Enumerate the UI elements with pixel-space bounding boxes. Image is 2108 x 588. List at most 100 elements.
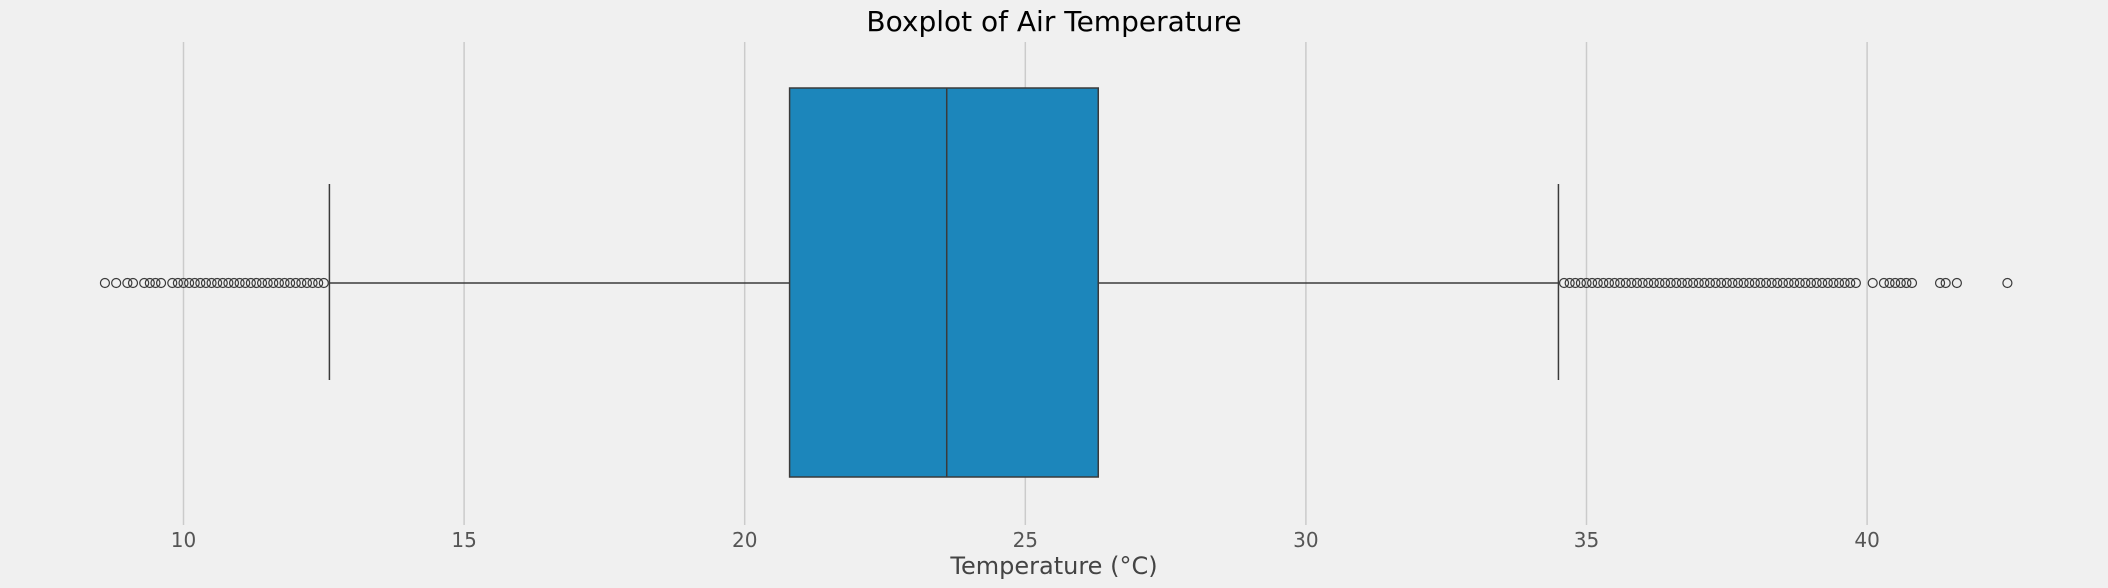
outlier-point	[1884, 277, 1895, 289]
x-tick-label: 20	[732, 528, 757, 552]
outlier-point	[1558, 277, 1570, 289]
outlier-point	[144, 277, 155, 289]
outlier-point	[200, 277, 212, 289]
outlier-point	[1570, 277, 1581, 289]
x-tick-label: 30	[1293, 528, 1318, 552]
outlier-point	[1878, 277, 1890, 289]
outlier-point	[1603, 277, 1615, 289]
outlier-point	[1620, 277, 1631, 289]
boxplot-series	[99, 87, 2013, 478]
outlier-point	[240, 277, 251, 289]
outlier-point	[1598, 277, 1609, 289]
outlier-point	[1822, 277, 1833, 289]
outlier-point	[301, 277, 313, 289]
outlier-point	[268, 277, 279, 289]
outlier-point	[1732, 277, 1744, 289]
outlier-point	[1934, 277, 1946, 289]
chart-title: Boxplot of Air Temperature	[866, 5, 1241, 38]
outlier-point	[1867, 277, 1878, 289]
outlier-point	[122, 277, 133, 289]
outlier-point	[1906, 277, 1918, 289]
outlier-point	[228, 277, 240, 289]
outlier-point	[1587, 277, 1598, 289]
outlier-point	[1676, 277, 1688, 289]
outlier-point	[1850, 277, 1861, 289]
outlier-point	[1890, 277, 1901, 289]
outlier-point	[307, 277, 318, 289]
outlier-point	[167, 277, 178, 289]
iqr-box	[788, 87, 1100, 478]
outlier-point	[172, 277, 183, 289]
outlier-point	[212, 277, 223, 289]
outlier-point	[245, 277, 256, 289]
outlier-point	[1665, 277, 1676, 289]
outlier-point	[1800, 277, 1811, 289]
outlier-point	[1817, 277, 1828, 289]
outlier-point	[1699, 277, 1710, 289]
outlier-point	[99, 277, 111, 289]
outlier-point	[1738, 277, 1749, 289]
outlier-point	[139, 277, 150, 289]
outlier-point	[1671, 277, 1682, 289]
outlier-point	[1760, 277, 1772, 289]
outlier-point	[256, 277, 268, 289]
outlier-point	[127, 277, 139, 289]
x-tick-label: 35	[1574, 528, 1599, 552]
outlier-point	[313, 277, 324, 289]
outlier-point	[1940, 277, 1951, 289]
outlier-point	[1609, 277, 1620, 289]
outlier-point	[1805, 277, 1817, 289]
outlier-point	[1648, 277, 1659, 289]
outlier-point	[155, 277, 167, 289]
outlier-point	[285, 277, 296, 289]
outlier-point	[290, 277, 301, 289]
outlier-point	[1772, 277, 1783, 289]
outlier-point	[1811, 277, 1822, 289]
outlier-point	[1744, 277, 1755, 289]
outlier-point	[1766, 277, 1777, 289]
outlier-point	[1716, 277, 1727, 289]
x-axis-label: Temperature (°C)	[949, 552, 1157, 580]
outlier-point	[184, 277, 195, 289]
outlier-point	[273, 277, 285, 289]
outlier-point	[2002, 277, 2013, 289]
outlier-point	[1845, 277, 1856, 289]
outlier-point	[111, 277, 122, 289]
outlier-point	[1575, 277, 1586, 289]
outlier-point	[1710, 277, 1721, 289]
x-tick-label: 40	[1854, 528, 1879, 552]
x-tick-label: 15	[451, 528, 476, 552]
outlier-point	[1631, 277, 1643, 289]
outlier-point	[1654, 277, 1665, 289]
outlier-point	[1643, 277, 1654, 289]
outlier-point	[296, 277, 307, 289]
outlier-point	[195, 277, 206, 289]
outlier-point	[189, 277, 200, 289]
outlier-point	[223, 277, 234, 289]
outlier-point	[251, 277, 262, 289]
outlier-point	[1564, 277, 1575, 289]
outlier-point	[1901, 277, 1912, 289]
outlier-point	[1833, 277, 1845, 289]
outlier-point	[1721, 277, 1732, 289]
outlier-point	[1682, 277, 1693, 289]
outlier-point	[1777, 277, 1789, 289]
outlier-point	[1581, 277, 1592, 289]
outlier-point	[1659, 277, 1671, 289]
outlier-point	[1828, 277, 1839, 289]
x-axis-ticks: 10 15 20 25 30 35 40	[171, 528, 1880, 552]
outlier-point	[1951, 277, 1962, 289]
outlier-point	[1789, 277, 1800, 289]
outlier-point	[1783, 277, 1794, 289]
outlier-point	[1749, 277, 1760, 289]
outlier-point	[1839, 277, 1850, 289]
x-tick-label: 10	[171, 528, 196, 552]
outlier-point	[178, 277, 189, 289]
outlier-point	[1688, 277, 1699, 289]
outlier-point	[1615, 277, 1626, 289]
outlier-point	[262, 277, 273, 289]
outlier-point	[206, 277, 217, 289]
outlier-point	[1727, 277, 1738, 289]
outlier-point	[1794, 277, 1805, 289]
outlier-point	[1704, 277, 1716, 289]
